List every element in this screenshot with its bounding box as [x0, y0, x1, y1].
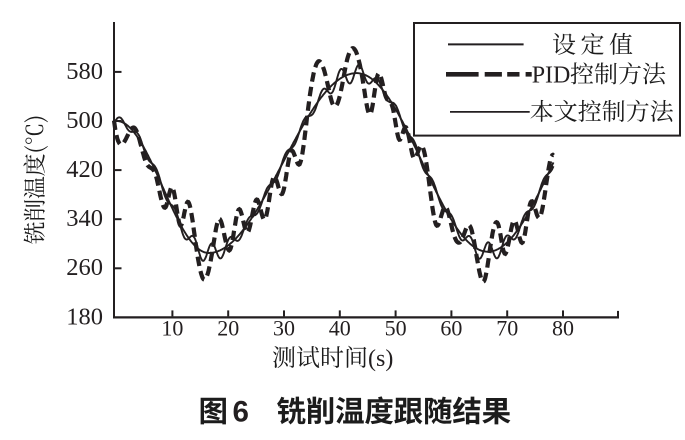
- svg-text:80: 80: [552, 316, 574, 341]
- svg-text:260: 260: [66, 254, 103, 281]
- svg-text:20: 20: [217, 316, 239, 341]
- svg-text:60: 60: [440, 316, 462, 341]
- svg-text:40: 40: [329, 316, 351, 341]
- svg-text:30: 30: [273, 316, 295, 341]
- svg-text:500: 500: [66, 107, 103, 134]
- svg-text:580: 580: [66, 58, 103, 85]
- svg-text:70: 70: [496, 316, 518, 341]
- svg-text:6: 6: [233, 396, 249, 429]
- svg-text:50: 50: [385, 316, 407, 341]
- svg-text:10: 10: [161, 316, 183, 341]
- svg-text:420: 420: [66, 156, 103, 183]
- svg-text:180: 180: [66, 303, 103, 330]
- svg-text:PID: PID: [532, 63, 571, 89]
- svg-text:340: 340: [66, 205, 103, 232]
- svg-text:(s): (s): [368, 346, 393, 372]
